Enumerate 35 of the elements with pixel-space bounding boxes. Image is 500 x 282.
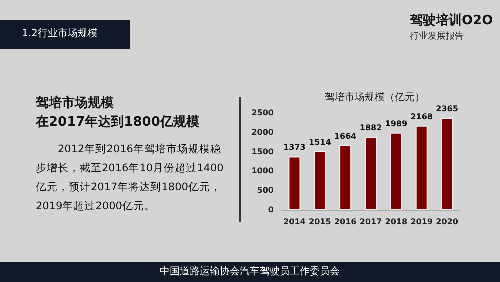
x-tick-label: 2016: [334, 218, 358, 226]
bar: [365, 136, 377, 210]
x-tick-label: 2015: [309, 218, 332, 226]
data-label: 1882: [360, 123, 382, 132]
y-tick-label: 2500: [252, 108, 274, 118]
data-label: 2365: [436, 104, 459, 114]
text: 1.2行业市场规模: [22, 28, 98, 40]
x-tick-label: 2018: [385, 218, 408, 226]
text: 2012年到2016年驾培市场规模稳步增长，截至2016年10月份超过1400亿元，预计2017年将达到1800亿元，2019年超过2000亿元。: [35, 142, 224, 212]
data-label: 1989: [385, 119, 408, 128]
text: 驾培市场规模: [35, 95, 114, 111]
bar: [416, 126, 428, 210]
bar: [390, 132, 402, 210]
y-tick-label: 2000: [252, 128, 274, 137]
y-tick-label: 500: [257, 186, 274, 196]
x-tick-label: 2019: [410, 218, 434, 226]
y-tick-label: 1500: [252, 147, 274, 156]
bar: [340, 145, 352, 210]
data-label: 1514: [309, 138, 332, 147]
x-tick-label: 2020: [436, 218, 459, 226]
y-tick-label: 1000: [252, 166, 274, 176]
bar: [441, 118, 454, 210]
text: 驾驶培训O2O: [409, 12, 494, 28]
text: 在2017年达到1800亿规模: [35, 115, 200, 130]
data-label: 1373: [284, 143, 306, 152]
bar: [314, 151, 326, 210]
bar: [288, 156, 301, 210]
x-tick-label: 2014: [284, 218, 306, 226]
chart-title: 驾培市场规模（亿元）: [325, 92, 425, 104]
text: 中国道路运输协会汽车驾驶员工作委员会: [160, 266, 340, 278]
text: 行业发展报告: [410, 31, 464, 42]
data-label: 1664: [334, 132, 358, 141]
y-tick-label: 0: [268, 206, 274, 214]
data-label: 2168: [410, 112, 434, 122]
x-tick-label: 2017: [360, 218, 382, 226]
